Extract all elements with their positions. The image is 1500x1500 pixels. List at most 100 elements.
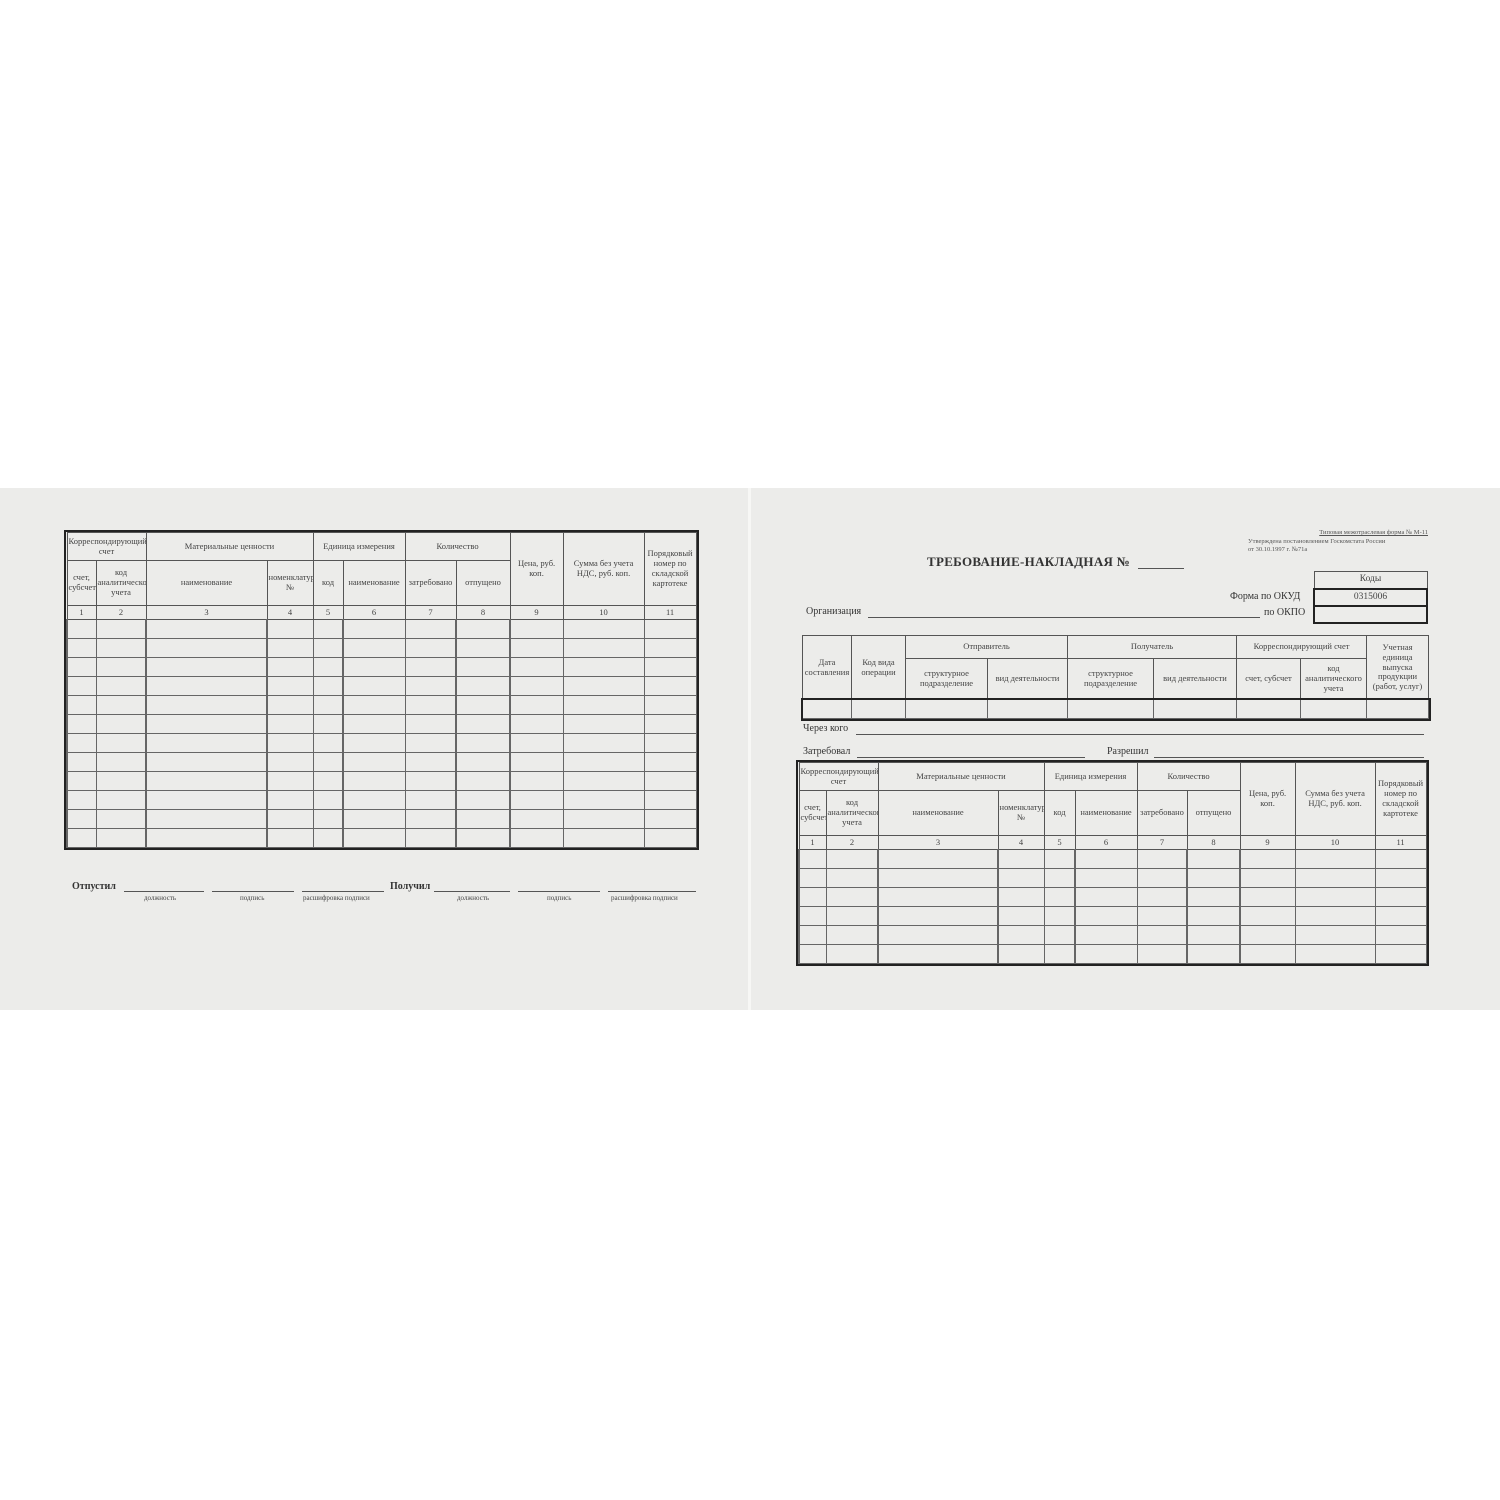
table-cell[interactable] [1074,849,1138,869]
table-cell[interactable] [877,849,999,869]
table-cell[interactable] [643,619,697,639]
table-cell[interactable] [66,733,97,753]
table-cell[interactable] [1043,887,1076,907]
table-cell[interactable] [798,887,827,907]
table-cell[interactable] [562,733,645,753]
table-cell[interactable] [404,809,457,829]
table-cell[interactable] [1136,944,1188,964]
table-cell[interactable] [266,676,314,696]
table-cell[interactable] [266,733,314,753]
table-cell[interactable] [825,906,879,926]
table-cell[interactable] [95,771,147,791]
table-cell[interactable] [509,771,564,791]
table-cell[interactable] [562,771,645,791]
table-cell[interactable] [1186,849,1241,869]
table-cell[interactable] [342,714,406,734]
table-cell[interactable] [342,828,406,848]
table-cell[interactable] [266,714,314,734]
table-cell[interactable] [145,752,268,772]
table-cell[interactable] [455,638,511,658]
table-cell[interactable] [643,809,697,829]
okud-value[interactable]: 0315006 [1313,587,1428,607]
table-cell[interactable] [1239,944,1296,964]
table-cell[interactable] [404,828,457,848]
table-cell[interactable] [643,733,697,753]
table-cell[interactable] [1043,868,1076,888]
table-cell[interactable] [1239,925,1296,945]
cell[interactable] [802,699,852,719]
table-cell[interactable] [455,790,511,810]
table-cell[interactable] [455,695,511,715]
table-cell[interactable] [95,695,147,715]
table-cell[interactable] [312,771,344,791]
table-cell[interactable] [266,657,314,677]
table-cell[interactable] [312,695,344,715]
table-cell[interactable] [1186,944,1241,964]
table-cell[interactable] [404,676,457,696]
table-cell[interactable] [312,733,344,753]
released-position-line[interactable] [124,891,204,892]
table-cell[interactable] [455,828,511,848]
table-cell[interactable] [404,695,457,715]
allowed-field[interactable] [1154,757,1424,758]
document-number-line[interactable] [1138,568,1184,569]
table-cell[interactable] [643,657,697,677]
table-cell[interactable] [562,619,645,639]
table-cell[interactable] [312,790,344,810]
table-cell[interactable] [266,695,314,715]
table-cell[interactable] [1043,944,1076,964]
table-cell[interactable] [404,771,457,791]
table-cell[interactable] [455,809,511,829]
table-cell[interactable] [877,925,999,945]
organization-field[interactable] [868,617,1260,618]
table-cell[interactable] [1294,887,1376,907]
table-cell[interactable] [342,771,406,791]
table-cell[interactable] [342,733,406,753]
table-cell[interactable] [312,714,344,734]
table-cell[interactable] [509,638,564,658]
table-cell[interactable] [404,790,457,810]
table-cell[interactable] [312,752,344,772]
table-cell[interactable] [342,638,406,658]
table-cell[interactable] [66,790,97,810]
table-cell[interactable] [1186,925,1241,945]
table-cell[interactable] [562,714,645,734]
table-cell[interactable] [342,657,406,677]
table-cell[interactable] [455,619,511,639]
table-cell[interactable] [798,925,827,945]
table-cell[interactable] [266,790,314,810]
table-cell[interactable] [455,733,511,753]
table-cell[interactable] [312,676,344,696]
table-cell[interactable] [95,657,147,677]
table-cell[interactable] [1294,906,1376,926]
table-cell[interactable] [997,887,1045,907]
table-cell[interactable] [145,733,268,753]
table-cell[interactable] [342,752,406,772]
table-cell[interactable] [1239,868,1296,888]
table-cell[interactable] [997,925,1045,945]
table-cell[interactable] [825,944,879,964]
table-cell[interactable] [95,752,147,772]
table-cell[interactable] [509,676,564,696]
cell[interactable] [1300,699,1368,719]
table-cell[interactable] [509,752,564,772]
table-cell[interactable] [1374,944,1427,964]
table-cell[interactable] [1239,887,1296,907]
table-cell[interactable] [342,695,406,715]
table-cell[interactable] [509,657,564,677]
table-cell[interactable] [1074,944,1138,964]
table-cell[interactable] [798,849,827,869]
cell[interactable] [1067,699,1154,719]
table-cell[interactable] [1186,887,1241,907]
table-cell[interactable] [1294,849,1376,869]
table-cell[interactable] [1294,925,1376,945]
released-signature-line[interactable] [212,891,294,892]
table-cell[interactable] [643,790,697,810]
table-cell[interactable] [66,714,97,734]
table-cell[interactable] [1074,925,1138,945]
table-cell[interactable] [145,695,268,715]
table-cell[interactable] [312,657,344,677]
table-cell[interactable] [1374,906,1427,926]
table-cell[interactable] [455,771,511,791]
table-cell[interactable] [404,714,457,734]
